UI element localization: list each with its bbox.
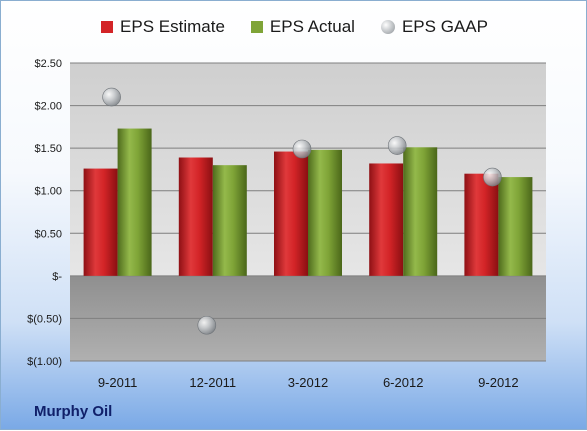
point-eps-gaap: [197, 315, 217, 335]
point-eps-gaap: [292, 139, 312, 159]
y-tick-label: $1.00: [34, 186, 62, 198]
point-eps-gaap: [387, 136, 407, 155]
y-tick-label: $(1.00): [27, 356, 62, 368]
legend-item-gaap: EPS GAAP: [380, 17, 488, 37]
y-tick-label: $2.50: [34, 58, 62, 70]
legend-swatch-actual: [250, 21, 263, 33]
bar-eps-actual: [117, 128, 152, 276]
x-tick-label: 3-2012: [288, 375, 328, 390]
legend-item-estimate: EPS Estimate: [101, 17, 225, 37]
legend-label-estimate: EPS Estimate: [120, 17, 225, 36]
company-name: Murphy Oil: [34, 403, 113, 420]
bar-eps-estimate: [274, 151, 308, 276]
bar-eps-actual: [212, 165, 247, 276]
point-eps-gaap: [102, 87, 121, 107]
y-tick-label: $0.50: [34, 228, 62, 240]
legend-item-actual: EPS Actual: [250, 17, 355, 37]
bar-eps-estimate: [178, 157, 213, 276]
y-tick-label: $2.00: [34, 101, 62, 113]
bar-eps-estimate: [464, 173, 499, 276]
legend-label-actual: EPS Actual: [269, 17, 355, 36]
bar-eps-estimate: [83, 168, 118, 276]
x-tick-label: 6-2012: [383, 375, 423, 390]
x-tick-label: 9-2011: [98, 375, 138, 390]
bar-eps-actual: [308, 149, 342, 276]
bar-eps-actual: [403, 147, 438, 276]
legend-swatch-gaap: [380, 20, 395, 34]
legend: EPS Estimate EPS Actual EPS GAAP: [1, 17, 587, 37]
y-tick-label: $1.50: [34, 143, 62, 155]
point-eps-gaap: [483, 167, 502, 187]
y-tick-label: $-: [52, 271, 62, 283]
legend-label-gaap: EPS GAAP: [401, 17, 488, 36]
y-tick-label: $(0.50): [27, 313, 62, 325]
bar-eps-estimate: [369, 163, 404, 276]
x-tick-label: 12-2011: [189, 375, 236, 390]
bar-eps-actual: [498, 177, 533, 276]
legend-swatch-estimate: [101, 21, 114, 33]
x-tick-label: 9-2012: [478, 375, 518, 390]
